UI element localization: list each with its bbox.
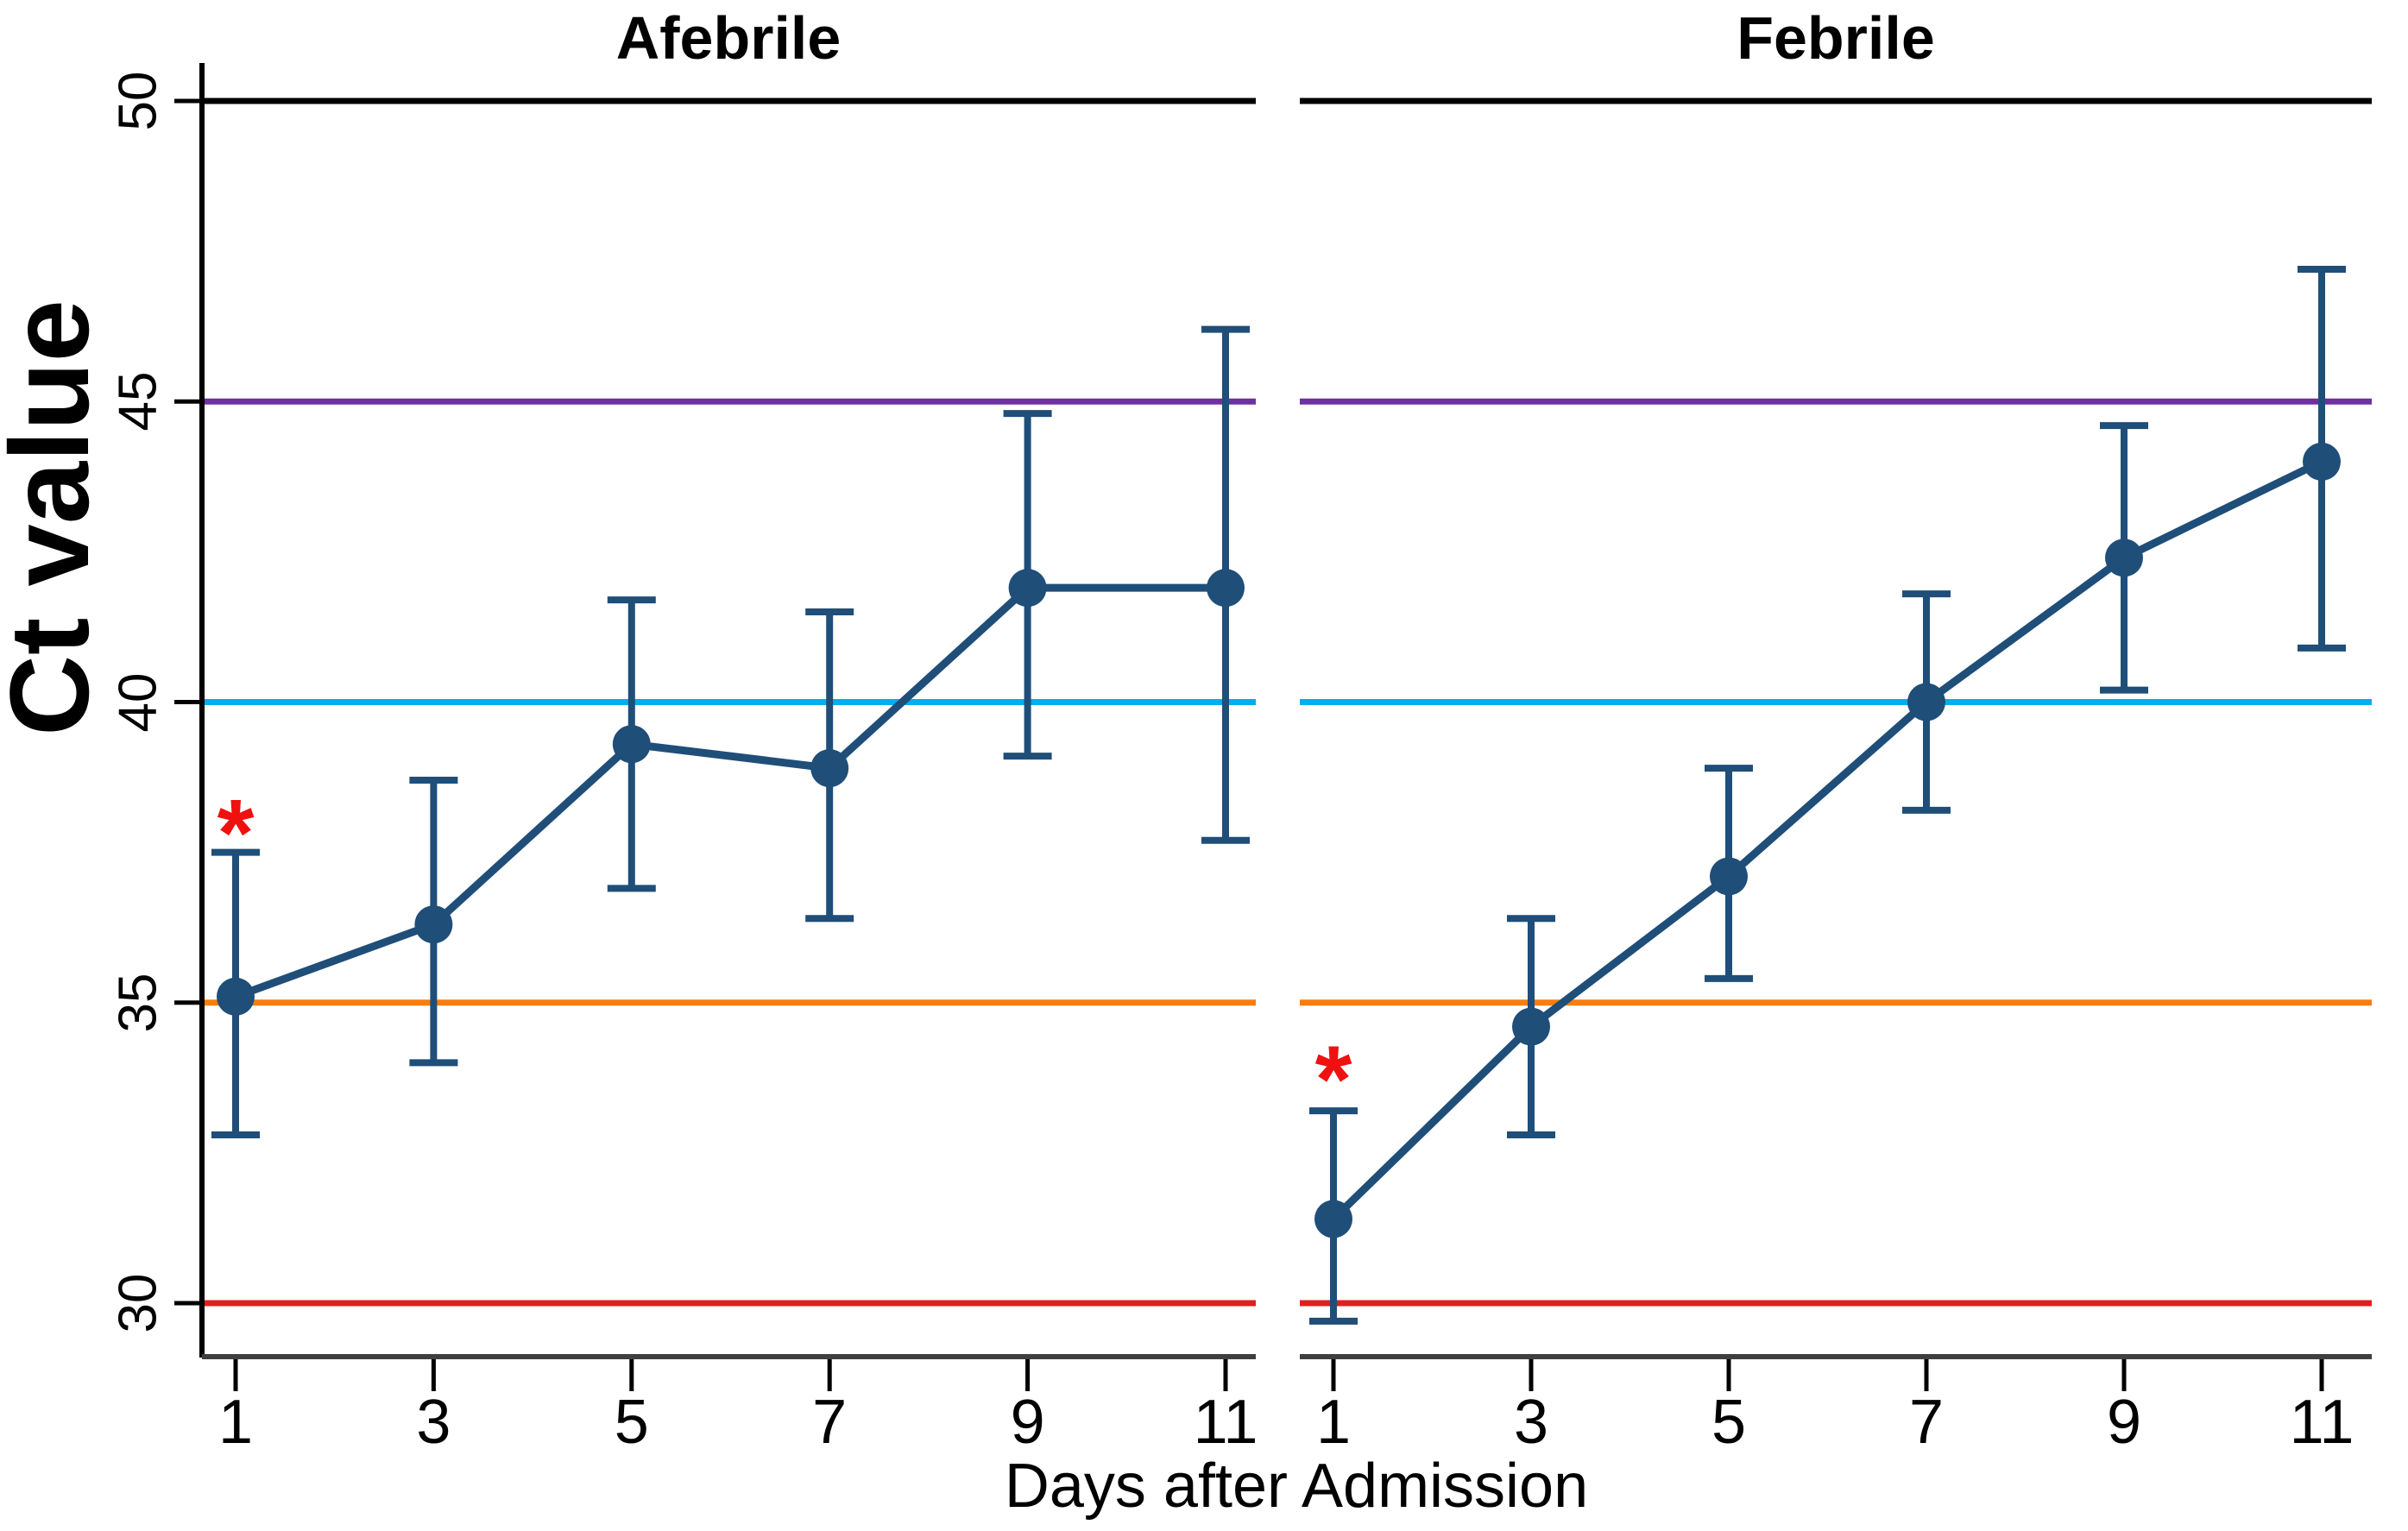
data-point-marker-afebrile-day7 [810,749,849,788]
series-line-afebrile [234,583,1226,1001]
data-point-marker-afebrile-day9 [1008,569,1047,608]
y-tick-label-40: 40 [108,672,168,732]
y-tick-label-35: 35 [108,973,168,1033]
x-tick-label-right-7: 7 [1908,1388,1945,1457]
x-tick-label-left-9: 9 [1010,1388,1045,1457]
data-point-marker-afebrile-day3 [414,905,453,944]
x-tick-label-left-1: 1 [217,1388,254,1457]
data-point-marker-afebrile-day1 [217,977,255,1016]
y-axis-title: Ct value [0,299,112,736]
data-point-marker-afebrile-day11 [1207,569,1245,608]
y-tick-label-50: 50 [108,71,168,131]
x-tick-label-left-7: 7 [812,1388,848,1457]
x-axis-title: Days after Admission [1004,1452,1589,1521]
data-point-marker-febrile-day3 [1512,1007,1550,1046]
x-tick-label-left-5: 5 [614,1388,649,1457]
y-tick-label-45: 45 [108,371,168,432]
x-tick-label-left-11: 11 [1193,1388,1258,1457]
data-point-marker-febrile-day11 [2303,442,2341,481]
x-tick-label-right-3: 3 [1513,1388,1549,1457]
significance-asterisk-febrile: * [1315,1027,1352,1133]
x-tick-label-right-11: 11 [2289,1388,2354,1457]
panel-title-afebrile: Afebrile [615,4,842,72]
series-line-febrile [1330,457,2323,1222]
x-tick-label-left-3: 3 [416,1388,451,1457]
x-tick-label-right-9: 9 [2106,1388,2142,1457]
panel-title-febrile: Febrile [1737,4,1935,72]
data-point-marker-febrile-day5 [1710,857,1748,896]
data-point-marker-afebrile-day5 [612,725,651,764]
data-point-marker-febrile-day7 [1907,683,1945,721]
x-tick-label-right-5: 5 [1711,1388,1747,1457]
data-point-marker-febrile-day1 [1314,1200,1352,1238]
y-tick-label-30: 30 [108,1273,168,1333]
significance-asterisk-afebrile: * [217,780,255,886]
x-tick-label-right-1: 1 [1315,1388,1352,1457]
data-point-marker-febrile-day9 [2105,539,2143,577]
